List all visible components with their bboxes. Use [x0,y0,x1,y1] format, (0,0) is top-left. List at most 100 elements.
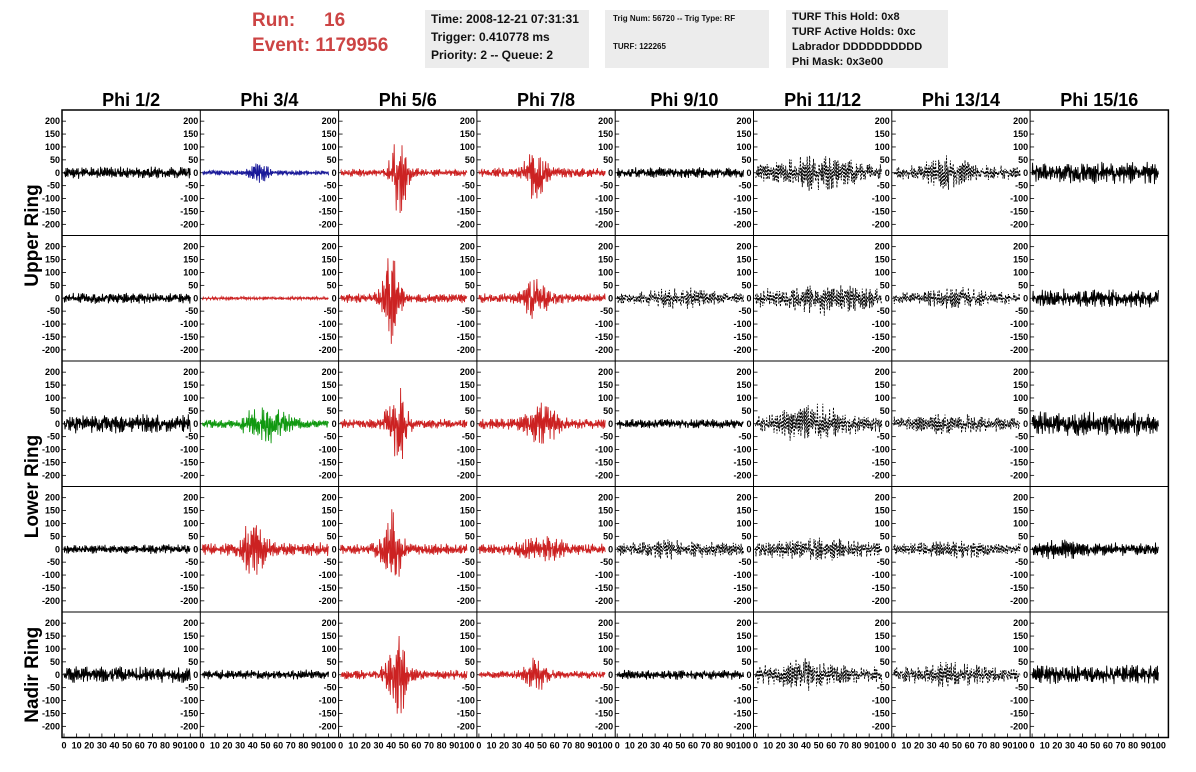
x-tick-label: 80 [1128,741,1138,751]
y-tick-label: 50 [327,280,337,290]
y-tick-label: -100 [872,696,890,706]
x-tick-label: 0 [615,741,620,751]
y-tick-label: -150 [42,332,60,342]
y-tick-label: -100 [872,194,890,204]
y-tick-label: -100 [319,319,337,329]
y-tick-label: -150 [319,708,337,718]
x-tick-label: 0 [753,741,758,751]
y-tick-label: -200 [872,596,890,606]
x-tick-label: 90 [449,741,459,751]
y-tick-label: 150 [183,380,198,390]
y-tick-label: 50 [188,531,198,541]
y-tick-label: 150 [45,129,60,139]
phi-mask-line: Phi Mask: 0x3e00 [792,56,884,68]
y-tick-label: 100 [45,393,60,403]
waveform-trace-r2-c8 [1032,288,1159,308]
y-tick-label: -200 [319,219,337,229]
x-tick-label: 60 [965,741,975,751]
x-tick-label: 70 [701,741,711,751]
y-tick-label: 50 [50,531,60,541]
y-tick-label: 150 [45,255,60,265]
column-title-5: Phi 9/10 [650,90,718,110]
x-tick-label: 20 [914,741,924,751]
x-tick-label: 80 [575,741,585,751]
x-tick-label: 20 [1052,741,1062,751]
x-tick-label: 10 [72,741,82,751]
y-tick-label: -100 [319,445,337,455]
y-tick-label: -200 [457,596,475,606]
y-tick-label: -50 [738,181,751,191]
trig-num-line: Trig Num: 56720 -- Trig Type: RF [613,14,736,23]
y-tick-label: 150 [45,380,60,390]
y-tick-label: -100 [457,445,475,455]
column-title-1: Phi 1/2 [102,90,160,110]
y-tick-label: 150 [875,255,890,265]
x-tick-label: 20 [223,741,233,751]
x-tick-label: 10 [348,741,358,751]
y-tick-label: 50 [880,406,890,416]
x-tick-label: 100 [598,741,613,751]
y-tick-label: 0 [1023,419,1028,429]
x-tick-label: 0 [61,741,66,751]
waveform-trace-r4-c7 [893,540,1021,560]
y-tick-label: -150 [595,708,613,718]
time-line: Time: 2008-12-21 07:31:31 [431,12,579,26]
y-tick-label: 200 [1013,242,1028,252]
y-tick-label: 50 [603,657,613,667]
waveform-trace-r5-c2 [201,669,330,680]
turf-hold-line: TURF This Hold: 0x8 [792,11,900,23]
event-value: 1179956 [315,35,389,56]
y-tick-label: 200 [598,367,613,377]
y-tick-label: 150 [183,255,198,265]
y-tick-label: 0 [193,544,198,554]
y-tick-label: 50 [188,155,198,165]
y-tick-label: 100 [875,518,890,528]
y-tick-label: -150 [457,206,475,216]
y-tick-label: -100 [180,570,198,580]
y-tick-label: 150 [1013,129,1028,139]
y-tick-label: 150 [875,129,890,139]
x-tick-label: 70 [839,741,849,751]
y-tick-label: 100 [183,518,198,528]
waveform-trace-r1-c1 [63,166,191,179]
y-tick-label: -100 [1010,319,1028,329]
waveform-trace-r3-c5 [616,418,744,429]
y-tick-label: -150 [457,708,475,718]
y-tick-label: 100 [322,393,337,403]
y-tick-label: -200 [733,219,751,229]
y-tick-label: -50 [877,181,890,191]
x-tick-label: 40 [524,741,534,751]
column-title-2: Phi 3/4 [240,90,298,110]
y-tick-label: -200 [42,470,60,480]
y-tick-label: -150 [180,583,198,593]
y-tick-label: -150 [872,457,890,467]
row-label-upper-ring: Upper Ring [22,184,43,286]
y-tick-label: -200 [872,219,890,229]
y-tick-label: 200 [598,493,613,503]
y-tick-label: 200 [875,242,890,252]
y-tick-label: 0 [470,670,475,680]
y-tick-label: 50 [188,280,198,290]
y-tick-label: 0 [55,293,60,303]
trigger-line: Trigger: 0.410778 ms [431,30,550,44]
y-tick-label: 0 [885,168,890,178]
y-tick-label: -150 [42,583,60,593]
y-tick-label: -50 [600,432,613,442]
x-tick-label: 50 [122,741,132,751]
waveform-trace-r4-c4 [478,536,606,562]
y-tick-label: -100 [733,319,751,329]
y-tick-label: 100 [322,518,337,528]
y-tick-label: 50 [50,657,60,667]
y-tick-label: 200 [460,367,475,377]
waveform-trace-r5-c4 [478,657,606,690]
x-tick-label: 10 [1040,741,1050,751]
y-tick-label: 150 [598,631,613,641]
y-tick-label: 150 [45,631,60,641]
y-tick-label: -150 [457,583,475,593]
y-tick-label: -150 [733,457,751,467]
y-tick-label: 50 [1018,155,1028,165]
y-tick-label: -100 [1010,194,1028,204]
y-tick-label: -100 [595,194,613,204]
x-tick-label: 30 [1065,741,1075,751]
